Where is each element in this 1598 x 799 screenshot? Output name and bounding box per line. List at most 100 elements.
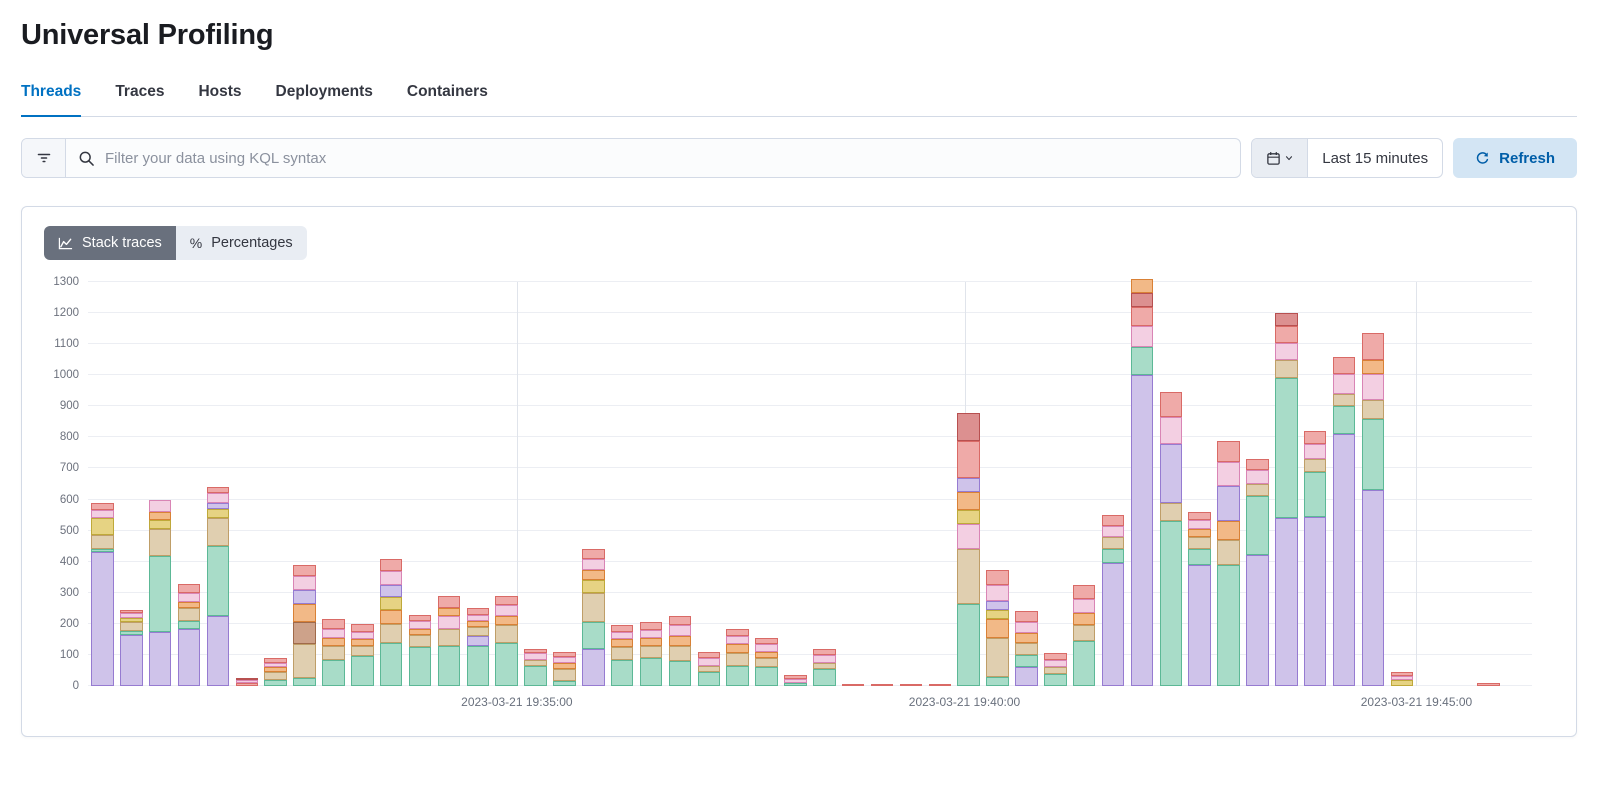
bar-stack[interactable] [610,282,634,686]
bar-stack[interactable] [1390,282,1414,686]
bar-segment [1332,406,1356,435]
kql-search-box [66,139,1240,177]
bar-segment [177,583,201,593]
h-gridline [88,560,1532,562]
stack-traces-toggle[interactable]: Stack traces [44,226,176,260]
bar-stack[interactable] [841,282,865,686]
bar-stack[interactable] [870,282,894,686]
bar-segment [928,683,952,686]
bar-stack[interactable] [582,282,605,686]
bar-stack[interactable] [697,282,721,686]
bar-stack[interactable] [524,282,547,686]
bar-segment [957,412,980,441]
bar-segment [206,493,230,503]
bar-stack[interactable] [351,282,374,686]
bar-stack[interactable] [206,282,230,686]
bar-stack[interactable] [466,282,490,686]
bar-stack[interactable] [120,282,143,686]
bar-stack[interactable] [1246,282,1269,686]
bar-stack[interactable] [437,282,461,686]
bar-stack[interactable] [148,282,172,686]
bar-segment [1188,519,1211,530]
bar-stack[interactable] [1072,282,1096,686]
bar-segment [639,630,663,638]
bar-segment [1188,529,1211,537]
bar-stack[interactable] [1275,282,1298,686]
bar-segment [582,549,605,559]
bar-stack[interactable] [668,282,692,686]
bar-stack[interactable] [264,282,287,686]
bar-stack[interactable] [553,282,576,686]
bar-segment [668,661,692,686]
bar-segment [1217,564,1240,686]
tab-threads[interactable]: Threads [21,83,82,117]
bar-segment [1101,549,1125,564]
bar-stack[interactable] [755,282,778,686]
bar-slot [1301,282,1330,686]
bar-stack[interactable] [899,282,923,686]
tab-deployments[interactable]: Deployments [275,83,373,100]
bar-stack[interactable] [1303,282,1327,686]
bar-stack[interactable] [91,282,114,686]
bar-segment [437,616,461,629]
tab-containers[interactable]: Containers [406,83,488,100]
bar-segment [784,682,807,686]
refresh-button[interactable]: Refresh [1453,138,1577,178]
bar-stack[interactable] [293,282,316,686]
bar-stack[interactable] [1217,282,1240,686]
bar-segment [322,637,345,646]
bar-stack[interactable] [1101,282,1125,686]
bar-stack[interactable] [813,282,836,686]
bar-segment [437,608,461,617]
bar-segment [553,681,576,686]
kql-search-input[interactable] [105,149,1229,167]
bar-stack[interactable] [177,282,201,686]
time-range-value[interactable]: Last 15 minutes [1322,149,1429,167]
y-axis: 0 100 200 300 400 500 600 700 800 900 1000 1100 1200… [38,276,88,692]
bar-segment [755,644,778,652]
bar-stack[interactable] [986,282,1009,686]
bar-stack[interactable] [1477,282,1500,686]
stacked-bar-chart: 0 100 200 300 400 500 600 700 800 900 1000 1100 1200… [38,276,1560,692]
bar-stack[interactable] [957,282,980,686]
bar-segment [610,631,634,640]
bar-stack[interactable] [1332,282,1356,686]
bar-slot [781,282,810,686]
bar-segment [957,477,980,492]
y-tick-label: 1300 [53,276,79,288]
bar-stack[interactable] [1448,282,1471,686]
add-filter-button[interactable] [22,139,66,177]
bar-stack[interactable] [408,282,432,686]
bar-segment [379,571,403,586]
bar-stack[interactable] [1044,282,1067,686]
bar-segment [206,546,230,617]
bar-segment [120,609,143,614]
bar-segment [206,518,230,547]
percentages-toggle[interactable]: % Percentages [175,226,307,260]
bar-stack[interactable] [322,282,345,686]
bar-segment [408,647,432,686]
bar-stack[interactable] [1361,282,1385,686]
bar-stack[interactable] [784,282,807,686]
h-gridline [88,653,1532,655]
bar-stack[interactable] [1188,282,1211,686]
bar-stack[interactable] [1130,278,1154,686]
bar-stack[interactable] [235,282,259,686]
date-picker-button[interactable] [1252,139,1309,177]
bar-segment [1303,431,1327,444]
bar-stack[interactable] [1159,282,1183,686]
bar-stack[interactable] [726,282,749,686]
bar-segment [1275,359,1298,379]
bar-stack[interactable] [379,282,403,686]
bar-stack[interactable] [1015,282,1038,686]
bar-stack[interactable] [1506,282,1529,686]
tab-traces[interactable]: Traces [115,83,165,100]
bar-stack[interactable] [639,282,663,686]
bar-stack[interactable] [928,282,952,686]
tab-hosts[interactable]: Hosts [198,83,242,100]
bar-segment [986,619,1009,638]
bar-stack[interactable] [1419,282,1442,686]
bar-stack[interactable] [495,282,518,686]
y-tick-label: 1000 [53,369,79,382]
bar-slot [1359,282,1388,686]
